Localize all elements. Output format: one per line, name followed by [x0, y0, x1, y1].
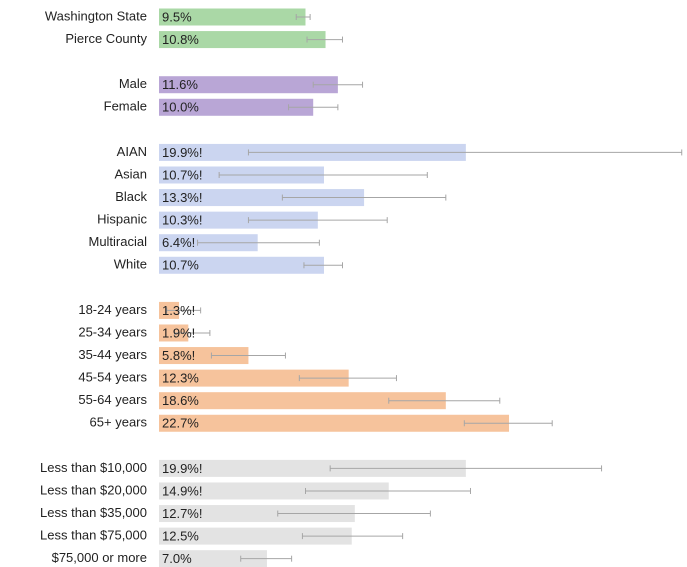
- value-label: 12.7%!: [162, 506, 202, 521]
- category-label: 25-34 years: [78, 324, 147, 339]
- category-label: White: [114, 257, 147, 272]
- value-label: 18.6%: [162, 393, 199, 408]
- value-label: 12.3%: [162, 371, 199, 386]
- category-label: Male: [119, 76, 147, 91]
- value-label: 13.3%!: [162, 190, 202, 205]
- value-label: 5.8%!: [162, 348, 195, 363]
- category-label: Hispanic: [97, 212, 147, 227]
- value-label: 6.4%!: [162, 235, 195, 250]
- bar: [159, 527, 352, 545]
- value-label: 19.9%!: [162, 461, 202, 476]
- bar: [159, 76, 338, 94]
- bar: [159, 459, 466, 477]
- bar: [159, 482, 389, 500]
- category-label: 35-44 years: [78, 347, 147, 362]
- bar: [159, 347, 249, 365]
- value-label: 22.7%: [162, 416, 199, 431]
- category-label: Multiracial: [88, 234, 147, 249]
- bar: [159, 550, 267, 567]
- category-label: 55-64 years: [78, 392, 147, 407]
- value-label: 9.5%: [162, 9, 192, 24]
- bar: [159, 505, 355, 523]
- category-label: AIAN: [117, 144, 147, 159]
- category-label: 65+ years: [90, 415, 148, 430]
- value-label: 1.3%!: [162, 303, 195, 318]
- category-label: Pierce County: [65, 31, 147, 46]
- bar: [159, 369, 349, 387]
- category-label: Less than $10,000: [40, 460, 147, 475]
- bar: [159, 414, 510, 432]
- bar: [159, 211, 318, 229]
- category-label: Less than $20,000: [40, 482, 147, 497]
- bar: [159, 324, 189, 342]
- category-label: Female: [104, 99, 147, 114]
- category-label: $75,000 or more: [52, 550, 147, 565]
- value-label: 11.6%: [162, 77, 198, 92]
- bar: [159, 392, 446, 410]
- bar: [159, 98, 314, 116]
- category-label: 18-24 years: [78, 302, 147, 317]
- bar: [159, 31, 326, 49]
- category-label: Black: [115, 189, 147, 204]
- value-label: 10.0%: [162, 100, 199, 115]
- value-label: 7.0%: [162, 551, 192, 566]
- value-label: 10.7%!: [162, 167, 202, 182]
- category-label: Less than $35,000: [40, 505, 147, 520]
- category-label: Washington State: [45, 8, 147, 23]
- bar: [159, 256, 324, 274]
- value-label: 10.3%!: [162, 213, 202, 228]
- value-label: 19.9%!: [162, 145, 202, 160]
- bar: [159, 8, 306, 26]
- value-label: 10.7%: [162, 258, 199, 273]
- category-label: Less than $75,000: [40, 528, 147, 543]
- category-label: 45-54 years: [78, 370, 147, 385]
- value-label: 12.5%: [162, 529, 199, 544]
- value-label: 1.9%!: [162, 325, 195, 340]
- category-label: Asian: [114, 166, 147, 181]
- value-label: 10.8%: [162, 32, 199, 47]
- value-label: 14.9%!: [162, 483, 202, 498]
- bar: [159, 189, 365, 207]
